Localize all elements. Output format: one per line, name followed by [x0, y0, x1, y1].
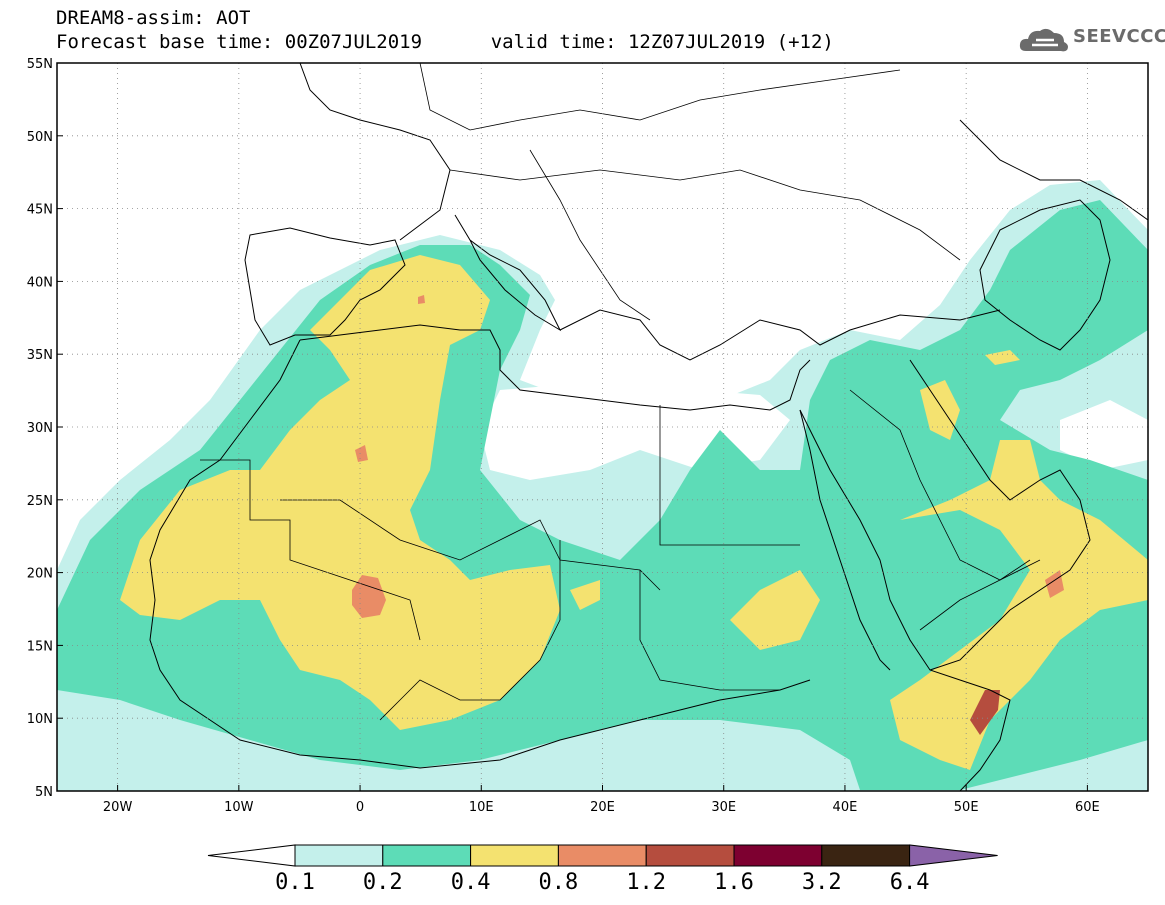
lon-tick-label: 10E — [469, 800, 494, 815]
colorbar-segment — [382, 844, 472, 867]
lat-tick-label: 45N — [27, 203, 53, 218]
aot-band-extreme — [970, 690, 1000, 735]
lat-tick-label: 35N — [27, 348, 53, 363]
lat-tick-label: 15N — [27, 639, 53, 654]
colorbar-segment — [557, 844, 647, 867]
lon-tick-label: 50E — [954, 800, 979, 815]
colorbar-label: 0.8 — [538, 870, 579, 895]
lat-tick-label: 40N — [27, 275, 53, 290]
logo-text: SEEVCCC — [1073, 26, 1165, 47]
colorbar-label: 0.1 — [275, 870, 315, 895]
colorbar — [207, 844, 998, 867]
aot-field — [57, 180, 1148, 791]
colorbar-label: 1.2 — [626, 870, 667, 895]
colorbar-label: 0.2 — [362, 870, 403, 895]
colorbar-label: 6.4 — [889, 870, 930, 895]
colorbar-label: 3.2 — [801, 870, 842, 895]
base-time-label: Forecast base time: 00Z07JUL2019 — [56, 31, 423, 53]
aot-band-high — [570, 580, 600, 610]
latitude-axis: 5N 10N 15N 20N 25N 30N 35N 40N 45N 50N 55N — [27, 57, 63, 800]
lat-tick-label: 30N — [27, 421, 53, 436]
colorbar-label: 0.4 — [450, 870, 491, 895]
lat-tick-label: 55N — [27, 57, 53, 72]
lon-tick-label: 10W — [224, 800, 254, 815]
lon-tick-label: 0 — [356, 800, 364, 815]
aot-band-high — [890, 440, 1148, 770]
aot-band-high — [120, 255, 560, 730]
aot-band-clean — [1060, 400, 1148, 470]
colorbar-segment — [821, 844, 911, 867]
lon-tick-label: 40E — [833, 800, 858, 815]
coastlines — [149, 63, 1148, 791]
lon-tick-label: 30E — [711, 800, 736, 815]
colorbar-segment — [294, 844, 384, 867]
colorbar-segment — [645, 844, 735, 867]
longitude-axis: 20W 10W 0 10E 20E 30E 40E 50E 60E — [103, 785, 1100, 815]
borders — [200, 63, 1041, 721]
aot-band-high — [730, 570, 820, 650]
aot-band-high — [985, 350, 1020, 365]
aot-band-very-high — [418, 295, 425, 304]
colorbar-segment — [470, 844, 559, 867]
colorbar-lower-extension — [207, 844, 296, 867]
lon-tick-label: 20W — [103, 800, 133, 815]
valid-time-label: valid time: 12Z07JUL2019 (+12) — [490, 31, 834, 53]
aot-band-very-high — [355, 445, 368, 462]
map-title: DREAM8-assim: AOT — [56, 7, 251, 29]
lat-tick-label: 50N — [27, 130, 53, 145]
forecast-times: Forecast base time: 00Z07JUL2019 valid t… — [56, 31, 834, 53]
lon-tick-label: 20E — [590, 800, 615, 815]
lat-tick-label: 10N — [27, 712, 53, 727]
lat-tick-label: 25N — [27, 494, 53, 509]
colorbar-segment — [733, 844, 823, 867]
colorbar-upper-extension — [909, 844, 998, 867]
lat-tick-label: 20N — [27, 567, 53, 582]
lon-tick-label: 60E — [1075, 800, 1100, 815]
lat-tick-label: 5N — [35, 785, 53, 800]
aot-band-high — [920, 380, 960, 440]
colorbar-label: 1.6 — [714, 870, 754, 895]
cloud-icon — [1019, 28, 1068, 52]
aot-band-very-high — [352, 575, 386, 618]
